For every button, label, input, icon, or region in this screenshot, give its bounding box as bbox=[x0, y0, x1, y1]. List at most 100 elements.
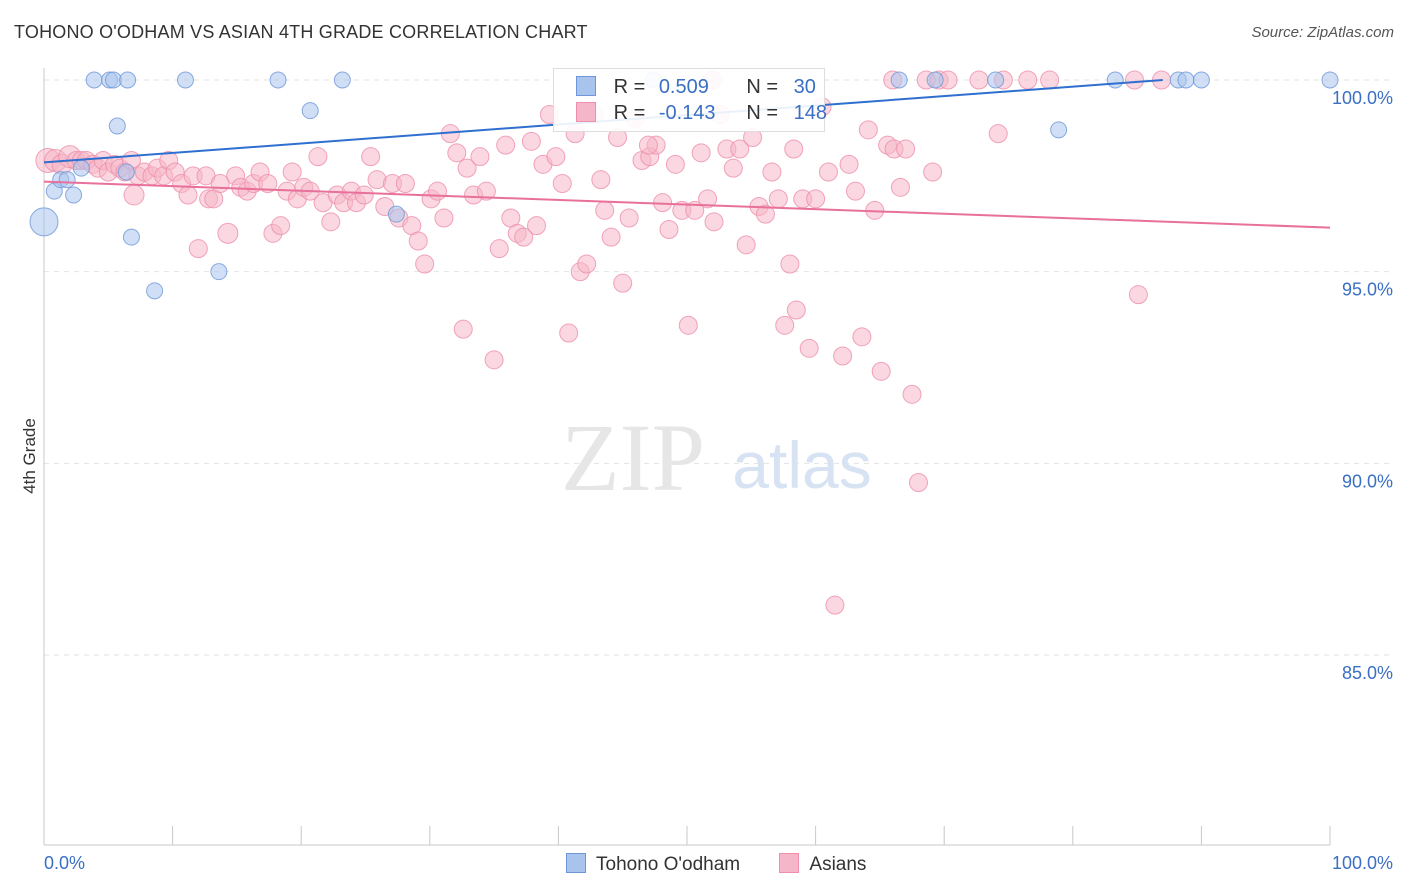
tohono-point bbox=[890, 71, 908, 89]
y-axis-label: 4th Grade bbox=[20, 418, 39, 494]
asian-point bbox=[833, 346, 853, 366]
legend-r-value: -0.143 bbox=[658, 102, 716, 124]
tohono-point bbox=[210, 263, 228, 281]
asian-point bbox=[858, 120, 878, 140]
tohono-point bbox=[117, 163, 135, 181]
asian-point bbox=[755, 204, 775, 224]
asian-point bbox=[489, 239, 509, 259]
tohono-point bbox=[1321, 71, 1339, 89]
asian-point bbox=[786, 300, 806, 320]
asian-point bbox=[619, 208, 639, 228]
asian-point bbox=[577, 254, 597, 274]
tohono-point bbox=[333, 71, 351, 89]
asian-point bbox=[691, 143, 711, 163]
asian-point bbox=[988, 124, 1008, 144]
asian-point bbox=[527, 216, 547, 236]
asian-point bbox=[871, 361, 891, 381]
tohono-point bbox=[926, 71, 944, 89]
watermark: ZIP atlas bbox=[561, 404, 872, 511]
tohono-point bbox=[122, 228, 140, 246]
asian-point bbox=[178, 185, 198, 205]
asian-point bbox=[780, 254, 800, 274]
tohono-point bbox=[85, 71, 103, 89]
asian-point bbox=[730, 139, 750, 159]
asian-point bbox=[969, 70, 989, 90]
watermark-atlas: atlas bbox=[732, 428, 871, 502]
asian-point bbox=[736, 235, 756, 255]
asian-point bbox=[768, 189, 788, 209]
asian-point bbox=[552, 174, 572, 193]
asian-point bbox=[896, 139, 916, 159]
legend-box: R = 0.509 N = 30 R = -0.143 N = 148 bbox=[553, 68, 827, 132]
tohono-point bbox=[146, 282, 164, 300]
legend-swatch-tohono bbox=[566, 853, 586, 873]
asian-point bbox=[845, 181, 865, 201]
asian-point bbox=[308, 147, 328, 167]
y-tick-label: 90.0% bbox=[1342, 471, 1393, 491]
y-tick-label: 95.0% bbox=[1342, 280, 1393, 300]
asian-point bbox=[457, 158, 477, 178]
legend-label-asians: Asians bbox=[809, 854, 867, 875]
legend-r-label: R = bbox=[613, 102, 646, 124]
grid-lines bbox=[44, 79, 1392, 656]
asian-point bbox=[415, 254, 435, 274]
legend-n-value: 30 bbox=[793, 76, 816, 98]
asian-point bbox=[698, 189, 718, 209]
legend-swatch-asians bbox=[576, 102, 596, 122]
asian-point bbox=[762, 162, 782, 182]
asian-point bbox=[484, 350, 504, 370]
tohono-point bbox=[65, 186, 83, 204]
asian-point bbox=[638, 135, 658, 155]
asian-point bbox=[591, 170, 611, 190]
legend-label-tohono: Tohono O'odham bbox=[596, 854, 741, 875]
legend-row-asians: R = -0.143 N = 148 bbox=[576, 102, 827, 126]
legend-n-value: 148 bbox=[793, 102, 827, 124]
tohono-point bbox=[1050, 121, 1068, 139]
tohono-point bbox=[269, 71, 287, 89]
asian-trend-line bbox=[43, 180, 1331, 229]
asian-point bbox=[521, 131, 541, 151]
x-tick-label-max: 100.0% bbox=[1332, 853, 1393, 873]
asian-point bbox=[428, 181, 448, 201]
tohono-point bbox=[1177, 71, 1195, 89]
asian-point bbox=[704, 212, 724, 232]
asian-point bbox=[595, 200, 615, 220]
asian-point bbox=[1125, 70, 1145, 90]
asian-point bbox=[678, 315, 698, 335]
asian-point bbox=[361, 147, 381, 167]
tohono-point bbox=[29, 207, 59, 237]
asian-point bbox=[321, 212, 341, 232]
axes bbox=[43, 68, 1331, 846]
asian-point bbox=[818, 162, 838, 182]
asian-point bbox=[659, 220, 679, 239]
asian-point bbox=[1040, 70, 1060, 90]
asian-point bbox=[601, 227, 621, 247]
bottom-legend: Tohono O'odham Asians bbox=[566, 853, 900, 876]
tohono-point bbox=[387, 205, 405, 223]
tohono-point bbox=[104, 71, 122, 89]
tohono-point bbox=[108, 117, 126, 135]
asian-point bbox=[923, 162, 943, 182]
asian-point bbox=[799, 338, 819, 358]
asian-point bbox=[806, 189, 826, 209]
x-tick-labels: 0.0% 100.0% bbox=[44, 853, 1393, 873]
asian-point bbox=[890, 177, 910, 197]
asian-point bbox=[217, 222, 239, 244]
tohono-point bbox=[1106, 71, 1124, 89]
asian-point bbox=[1018, 70, 1038, 90]
tohono-point bbox=[58, 171, 76, 189]
asian-point bbox=[902, 384, 922, 404]
asian-point bbox=[395, 174, 415, 193]
asian-point bbox=[470, 147, 490, 167]
asian-point bbox=[825, 595, 845, 615]
asian-point bbox=[408, 231, 428, 251]
asian-point bbox=[258, 174, 278, 193]
asian-point bbox=[434, 208, 454, 228]
tohono-point bbox=[176, 71, 194, 89]
legend-item-tohono: Tohono O'odham bbox=[566, 853, 740, 876]
watermark-zip: ZIP bbox=[561, 404, 705, 511]
asian-point bbox=[1128, 285, 1148, 305]
source-credit: Source: ZipAtlas.com bbox=[1251, 24, 1394, 41]
asian-point bbox=[476, 181, 496, 201]
